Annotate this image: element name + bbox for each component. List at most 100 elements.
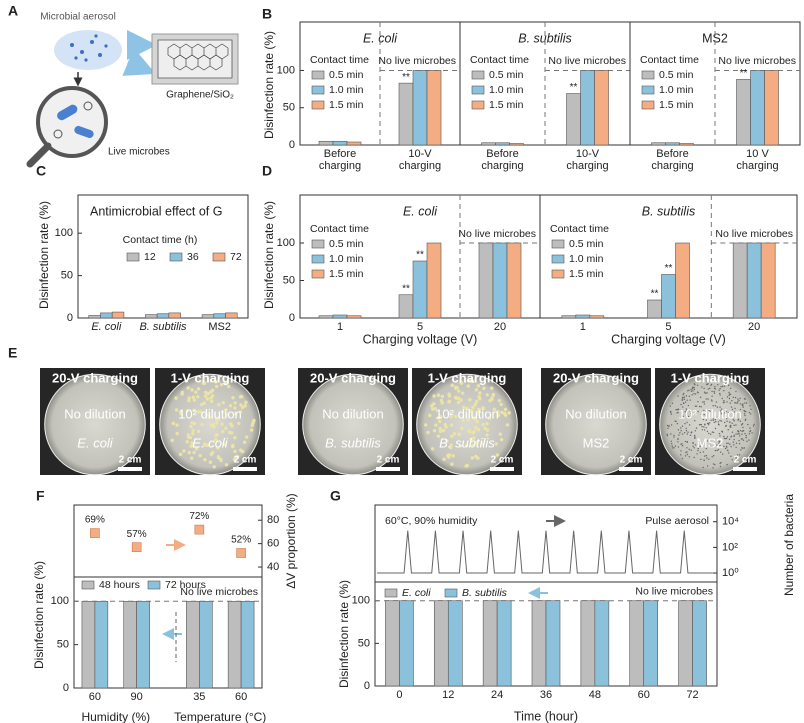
colony <box>189 424 193 429</box>
reference-label: No live microbes <box>715 228 793 240</box>
group-label: Temperature (°C) <box>174 710 266 723</box>
colony <box>710 445 712 448</box>
colony <box>683 392 685 395</box>
bar <box>433 600 449 687</box>
colony <box>730 406 733 408</box>
colony <box>736 454 739 456</box>
colony <box>732 396 734 399</box>
scale-bar <box>490 467 514 471</box>
panel-label: E <box>8 345 17 361</box>
bar <box>732 242 748 319</box>
value-label: 72% <box>189 511 209 522</box>
colony <box>685 395 688 397</box>
colony <box>681 399 683 402</box>
colony <box>673 434 675 437</box>
colony <box>496 413 501 418</box>
colony <box>434 423 438 427</box>
photo-condition: 20-V charging <box>553 370 639 385</box>
colony <box>684 411 687 413</box>
colony <box>735 390 737 393</box>
value-label: 57% <box>127 529 147 540</box>
x-tick-label-box: 5 <box>417 321 423 333</box>
petri-dish <box>302 373 404 476</box>
point <box>194 524 205 535</box>
colony <box>450 462 454 466</box>
colony <box>700 406 702 408</box>
point <box>236 548 246 558</box>
colony <box>693 413 695 416</box>
legend-swatch <box>641 85 655 95</box>
colony <box>750 408 752 410</box>
colony <box>719 435 721 437</box>
colony <box>714 385 716 388</box>
aerosol-dots <box>70 34 108 62</box>
legend-label: 1.5 min <box>489 99 524 111</box>
x-tick-label-box: Before charging <box>651 148 693 172</box>
colony <box>700 458 702 461</box>
photo-dilution: No dilution <box>322 406 383 421</box>
x-tick-label: 48 <box>588 689 601 701</box>
colony <box>745 436 747 439</box>
colony <box>697 392 699 394</box>
colony <box>708 409 710 412</box>
colony <box>682 402 685 404</box>
x-tick-label: 1 <box>579 321 586 333</box>
colony <box>738 433 740 435</box>
bar <box>629 600 645 687</box>
colony <box>749 405 751 407</box>
scale-label: 2 cm <box>234 455 257 466</box>
colony <box>178 452 183 456</box>
photo-organism: MS2 <box>697 435 724 450</box>
legend-swatch <box>444 588 458 598</box>
colony <box>669 405 671 407</box>
colony <box>235 455 240 459</box>
bar <box>545 600 561 687</box>
bar <box>332 314 348 319</box>
legend-label: 1.0 min <box>569 253 604 265</box>
x-tick-label-box: 90 <box>131 691 143 703</box>
colony <box>450 383 454 387</box>
panel-label: D <box>262 163 272 179</box>
colony <box>689 399 691 401</box>
colony <box>485 433 489 437</box>
legend-swatch <box>641 70 655 80</box>
colony <box>191 432 195 436</box>
colony <box>732 441 735 443</box>
colony <box>725 437 728 440</box>
scale-label: 2 cm <box>119 455 142 466</box>
legend-label: E. coli <box>402 587 431 599</box>
colony <box>681 433 684 435</box>
legend-label: 0.5 min <box>659 69 694 81</box>
colony <box>738 454 741 456</box>
legend-label: 1.0 min <box>329 253 364 265</box>
colony <box>694 444 697 446</box>
reference-label: No live microbes <box>635 586 713 598</box>
colony <box>686 421 688 424</box>
annotation: Pulse aerosol <box>645 515 709 527</box>
colony <box>473 402 478 407</box>
colony <box>220 422 224 426</box>
colony <box>460 426 464 431</box>
x-tick-label: Before charging <box>481 148 524 172</box>
colony <box>471 431 475 435</box>
colony <box>696 384 699 386</box>
colony <box>697 447 699 450</box>
colony <box>744 432 746 435</box>
x-tick-label: 12 <box>442 689 455 701</box>
legend-label: 1.0 min <box>329 84 364 96</box>
colony <box>711 456 713 458</box>
microbes-label: Live microbes <box>108 147 170 158</box>
colony <box>503 407 508 412</box>
annotation: 60°C, 90% humidity <box>385 515 478 527</box>
colony <box>707 382 709 385</box>
photo-dilution: No dilution <box>64 406 125 421</box>
y-tick-label: 0 <box>289 139 295 151</box>
colony <box>743 447 746 449</box>
colony <box>744 402 746 404</box>
colony <box>731 422 733 424</box>
colony <box>456 400 461 405</box>
colony <box>499 437 504 442</box>
colony <box>712 455 715 457</box>
colony <box>194 447 199 451</box>
colony <box>721 412 723 414</box>
